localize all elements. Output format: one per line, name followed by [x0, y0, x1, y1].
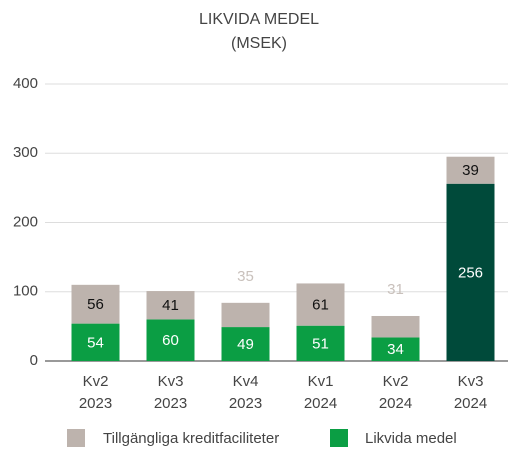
x-tick-label: Kv4: [233, 373, 259, 390]
x-tick-label: Kv3: [458, 373, 484, 390]
y-tick-label: 100: [13, 283, 38, 300]
bar-segment: [371, 337, 420, 361]
x-tick-label: 2023: [154, 395, 187, 412]
y-tick-label: 200: [13, 213, 38, 230]
data-label: 34: [387, 341, 404, 358]
x-tick-label: 2023: [79, 395, 112, 412]
y-tick-label: 300: [13, 144, 38, 161]
data-label: 56: [87, 296, 104, 313]
chart-title: LIKVIDA MEDEL: [199, 11, 319, 28]
bar-segment: [371, 315, 420, 338]
bar-segment: [296, 325, 345, 361]
bar-segment: [296, 283, 345, 326]
x-tick-label: Kv1: [308, 373, 334, 390]
x-tick-label: Kv2: [83, 373, 109, 390]
legend-label: Tillgängliga kreditfaciliteter: [103, 430, 279, 447]
bar-segment: [146, 319, 195, 361]
bar-segment: [446, 156, 495, 184]
x-tick-label: 2024: [454, 395, 487, 412]
data-label: 31: [387, 281, 404, 298]
x-tick-label: Kv2: [383, 373, 409, 390]
legend-label: Likvida medel: [365, 430, 457, 447]
legend-swatch: [67, 429, 85, 447]
data-label: 61: [312, 297, 329, 314]
bar-segment: [221, 302, 270, 328]
y-tick-label: 0: [30, 352, 38, 369]
x-tick-label: Kv3: [158, 373, 184, 390]
bar-segment: [146, 291, 195, 320]
bar-segment: [221, 327, 270, 361]
x-tick-label: 2023: [229, 395, 262, 412]
legend-swatch: [330, 429, 348, 447]
data-label: 60: [162, 332, 179, 349]
data-label: 41: [162, 297, 179, 314]
data-label: 49: [237, 336, 254, 353]
data-label: 256: [458, 264, 483, 281]
x-tick-label: 2024: [304, 395, 337, 412]
chart-title: (MSEK): [231, 35, 287, 52]
bar-segment: [71, 323, 120, 361]
bar-segment: [71, 284, 120, 324]
x-tick-label: 2024: [379, 395, 412, 412]
data-label: 39: [462, 162, 479, 179]
bar-segment: [446, 183, 495, 361]
data-label: 51: [312, 335, 329, 352]
y-tick-label: 400: [13, 75, 38, 92]
data-label: 54: [87, 334, 104, 351]
data-label: 35: [237, 268, 254, 285]
